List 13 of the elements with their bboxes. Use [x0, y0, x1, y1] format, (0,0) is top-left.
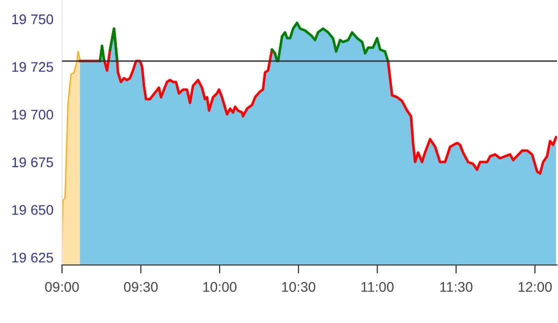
x-tick-label: 11:30 [440, 282, 472, 292]
x-tick-label: 10:00 [203, 282, 236, 292]
y-tick-label: 19 700 [12, 110, 54, 120]
x-tick-label: 09:00 [45, 282, 79, 292]
y-tick-label: 19 750 [12, 14, 54, 24]
x-tick-label: 10:30 [282, 282, 316, 292]
x-tick-label: 11:00 [361, 282, 394, 292]
y-tick-label: 19 725 [12, 62, 54, 72]
y-tick-label: 19 650 [12, 205, 54, 215]
x-tick-label: 12:00 [518, 282, 552, 292]
y-tick-label: 19 675 [12, 157, 54, 168]
y-tick-label: 19 625 [12, 252, 54, 263]
x-tick-label: 09:30 [124, 282, 158, 292]
